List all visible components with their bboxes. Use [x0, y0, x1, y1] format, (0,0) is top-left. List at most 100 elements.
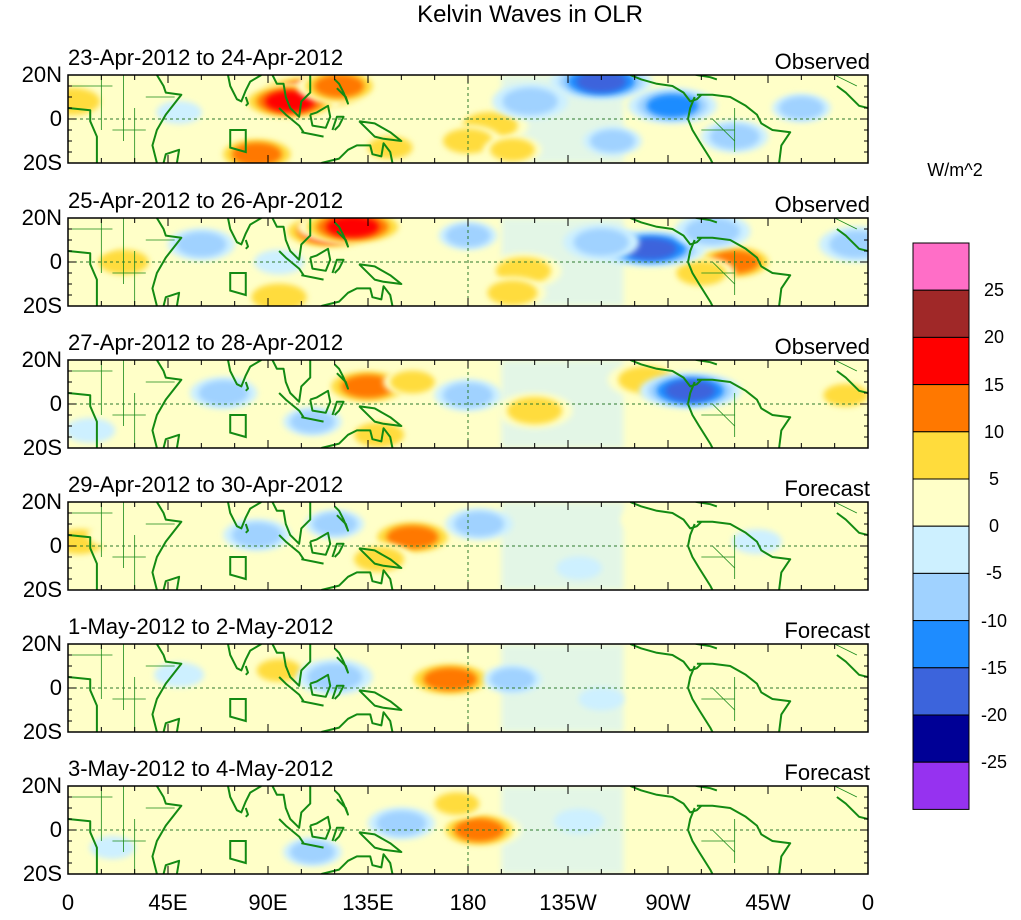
coastline [301, 842, 324, 849]
coastline [629, 502, 703, 530]
coastline [358, 263, 403, 285]
coastline [358, 831, 403, 853]
border-line [834, 360, 858, 372]
anomaly-p6-f7-l1 [554, 808, 605, 834]
anomaly-p3-f6-l2 [823, 383, 868, 407]
coastline [68, 392, 98, 448]
coastline [151, 502, 183, 590]
anomaly-p2-f16-l2 [829, 230, 868, 258]
lat-label-20s: 20S [22, 435, 62, 460]
colorbar-box-2 [912, 289, 970, 338]
coastline [151, 360, 183, 448]
anomaly-p6-f2-l2 [434, 792, 480, 815]
coastline [162, 717, 181, 732]
anomaly-p2-f9-l1 [68, 227, 116, 253]
coastline [321, 142, 394, 163]
coastline [331, 400, 345, 416]
coastline [244, 381, 249, 392]
anomaly-p4-f5-l1 [620, 507, 671, 533]
coastline [358, 689, 403, 711]
region-box [229, 698, 247, 723]
panel-source-label-5: Forecast [784, 618, 870, 643]
coastline [687, 239, 714, 306]
lat-label-0: 0 [49, 533, 62, 558]
anomaly-p2-f11-l2 [573, 228, 629, 256]
panel-date-5: 1-May-2012 to 2-May-2012 [68, 614, 334, 639]
lon-label: 45E [148, 890, 188, 915]
anomaly-p3-f1-l3 [341, 374, 395, 399]
coastline [151, 786, 183, 874]
lon-label: 180 [449, 890, 487, 915]
map-panel-4 [67, 501, 869, 591]
map-panel-1 [67, 74, 869, 164]
anomaly-p1-f13-l3 [646, 94, 699, 118]
border-line [834, 644, 858, 656]
anomaly-p1-f18-l2 [778, 96, 824, 120]
lat-label-20s: 20S [22, 719, 62, 744]
anomaly-p3-f10-l2 [198, 380, 249, 406]
lat-label-20n: 20N [21, 489, 62, 514]
coastline [309, 247, 332, 272]
coastline [629, 75, 703, 103]
lon-label: 135E [342, 890, 394, 915]
coastline [301, 131, 324, 138]
colorbar-box-9 [912, 620, 970, 669]
coastline [68, 818, 98, 874]
anomaly-p1-f8-l1 [187, 115, 238, 141]
coastline [836, 85, 868, 109]
anomaly-p4-f10-l1 [556, 556, 602, 580]
anomaly-p2-f5-l2 [251, 283, 307, 306]
colorbar-tick-label: -15 [980, 657, 1007, 678]
coastline [278, 250, 305, 276]
coastline [151, 218, 183, 306]
colorbar-unit: W/m^2 [927, 160, 983, 180]
anomaly-p2-f4-l2 [487, 280, 538, 306]
coastline [321, 285, 394, 306]
lat-label-20n: 20N [21, 631, 62, 656]
lat-label-0: 0 [49, 675, 62, 700]
coastline [321, 569, 394, 590]
coastline [68, 676, 98, 732]
colorbar-box-1 [912, 242, 970, 291]
lat-label-20s: 20S [22, 577, 62, 602]
anomaly-p2-f14-l2 [176, 231, 227, 257]
anomaly-p3-f3-l2 [507, 397, 563, 425]
coastline [68, 250, 98, 306]
colorbar-box-10 [912, 667, 970, 716]
coastline [271, 786, 312, 829]
coastline [333, 647, 349, 674]
lat-label-0: 0 [49, 249, 62, 274]
colorbar-box-5 [912, 431, 970, 480]
colorbar-box-6 [912, 478, 970, 527]
anomaly-p1-f7-l1 [187, 84, 238, 110]
coastline [687, 665, 714, 732]
anomaly-p4-f7-l2 [231, 522, 282, 548]
coastline [331, 684, 345, 700]
coastline [358, 547, 403, 569]
anomaly-p3-f2-l2 [390, 370, 435, 394]
colorbar-tick-label: -5 [985, 563, 1002, 584]
coastline [271, 218, 312, 261]
coastline [68, 107, 98, 163]
lat-label-20n: 20N [21, 205, 62, 230]
colorbar-tick-label: 5 [988, 469, 999, 489]
lon-label: 0 [861, 890, 875, 915]
panel-source-label-4: Forecast [784, 476, 870, 501]
border-line [834, 502, 858, 514]
anomaly-p6-f5-l2 [376, 810, 427, 836]
colorbar-box-4 [912, 384, 970, 433]
lat-label-0: 0 [49, 106, 62, 131]
panel-source-label-1: Observed [774, 49, 870, 74]
colorbar-tick-label: 15 [983, 374, 1005, 395]
coastline [333, 78, 349, 105]
anomaly-p3-f9-l2 [443, 382, 493, 408]
coastline [309, 104, 332, 129]
colorbar-box-11 [912, 714, 970, 763]
coastline [836, 370, 868, 394]
lat-label-20n: 20N [21, 62, 62, 87]
coastline [693, 218, 718, 224]
anomaly-p1-f16-l2 [590, 129, 635, 153]
lat-label-20s: 20S [22, 293, 62, 318]
coastline [693, 75, 718, 81]
